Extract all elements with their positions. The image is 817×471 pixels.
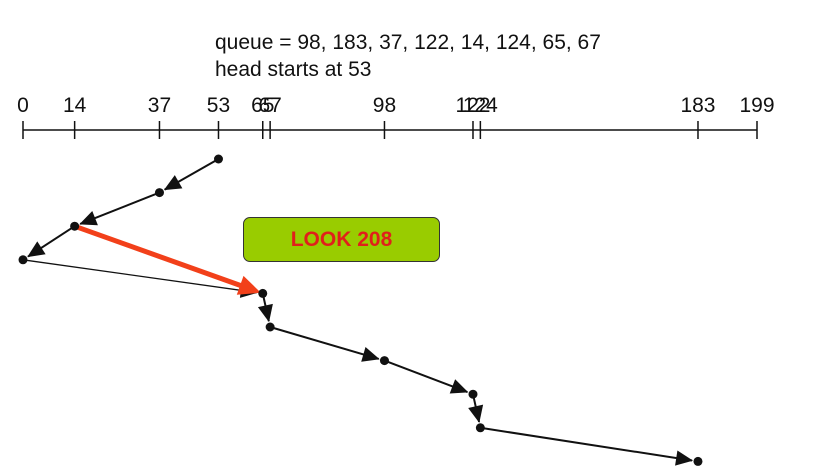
tick-label: 37 (148, 94, 171, 117)
head-caption: head starts at 53 (215, 58, 372, 81)
highlight-segment (73, 223, 247, 290)
request-point (265, 322, 275, 332)
seek-arrowhead (79, 210, 98, 226)
request-point (258, 288, 268, 298)
seek-segment (480, 426, 693, 462)
request-point (693, 456, 703, 466)
tick-label: 199 (739, 94, 774, 117)
request-point (468, 389, 478, 399)
tick-label: 67 (258, 94, 281, 117)
tick-label: 98 (373, 94, 396, 117)
seek-arrowhead (163, 175, 183, 191)
request-point (379, 356, 389, 366)
tick-label: 14 (63, 94, 87, 117)
tick-label: 183 (680, 94, 715, 117)
tick-label: 124 (463, 94, 498, 117)
tick-label: 122 (455, 94, 490, 117)
point-layer (18, 154, 703, 466)
tick-label: 65 (251, 94, 274, 117)
request-point (18, 255, 28, 265)
seek-segment (269, 326, 379, 360)
look-total-badge: LOOK 208 (243, 217, 440, 262)
seek-arrowhead (468, 404, 484, 423)
tick-label: 0 (17, 94, 29, 117)
request-point (213, 154, 223, 164)
seek-arrowhead (675, 450, 694, 466)
request-point (475, 423, 485, 433)
request-point (70, 221, 80, 231)
highlight-arrowhead (236, 275, 261, 295)
highlight-layer (73, 223, 261, 295)
queue-caption: queue = 98, 183, 37, 122, 14, 124, 65, 6… (215, 31, 601, 54)
tick-label: 53 (207, 94, 230, 117)
seek-segment (22, 259, 257, 294)
seek-arrowhead (449, 379, 469, 394)
seek-arrowhead (361, 347, 380, 362)
seek-arrowhead (257, 303, 273, 323)
seek-arrowhead (27, 241, 46, 258)
seek-path (22, 158, 694, 466)
request-point (154, 188, 164, 198)
